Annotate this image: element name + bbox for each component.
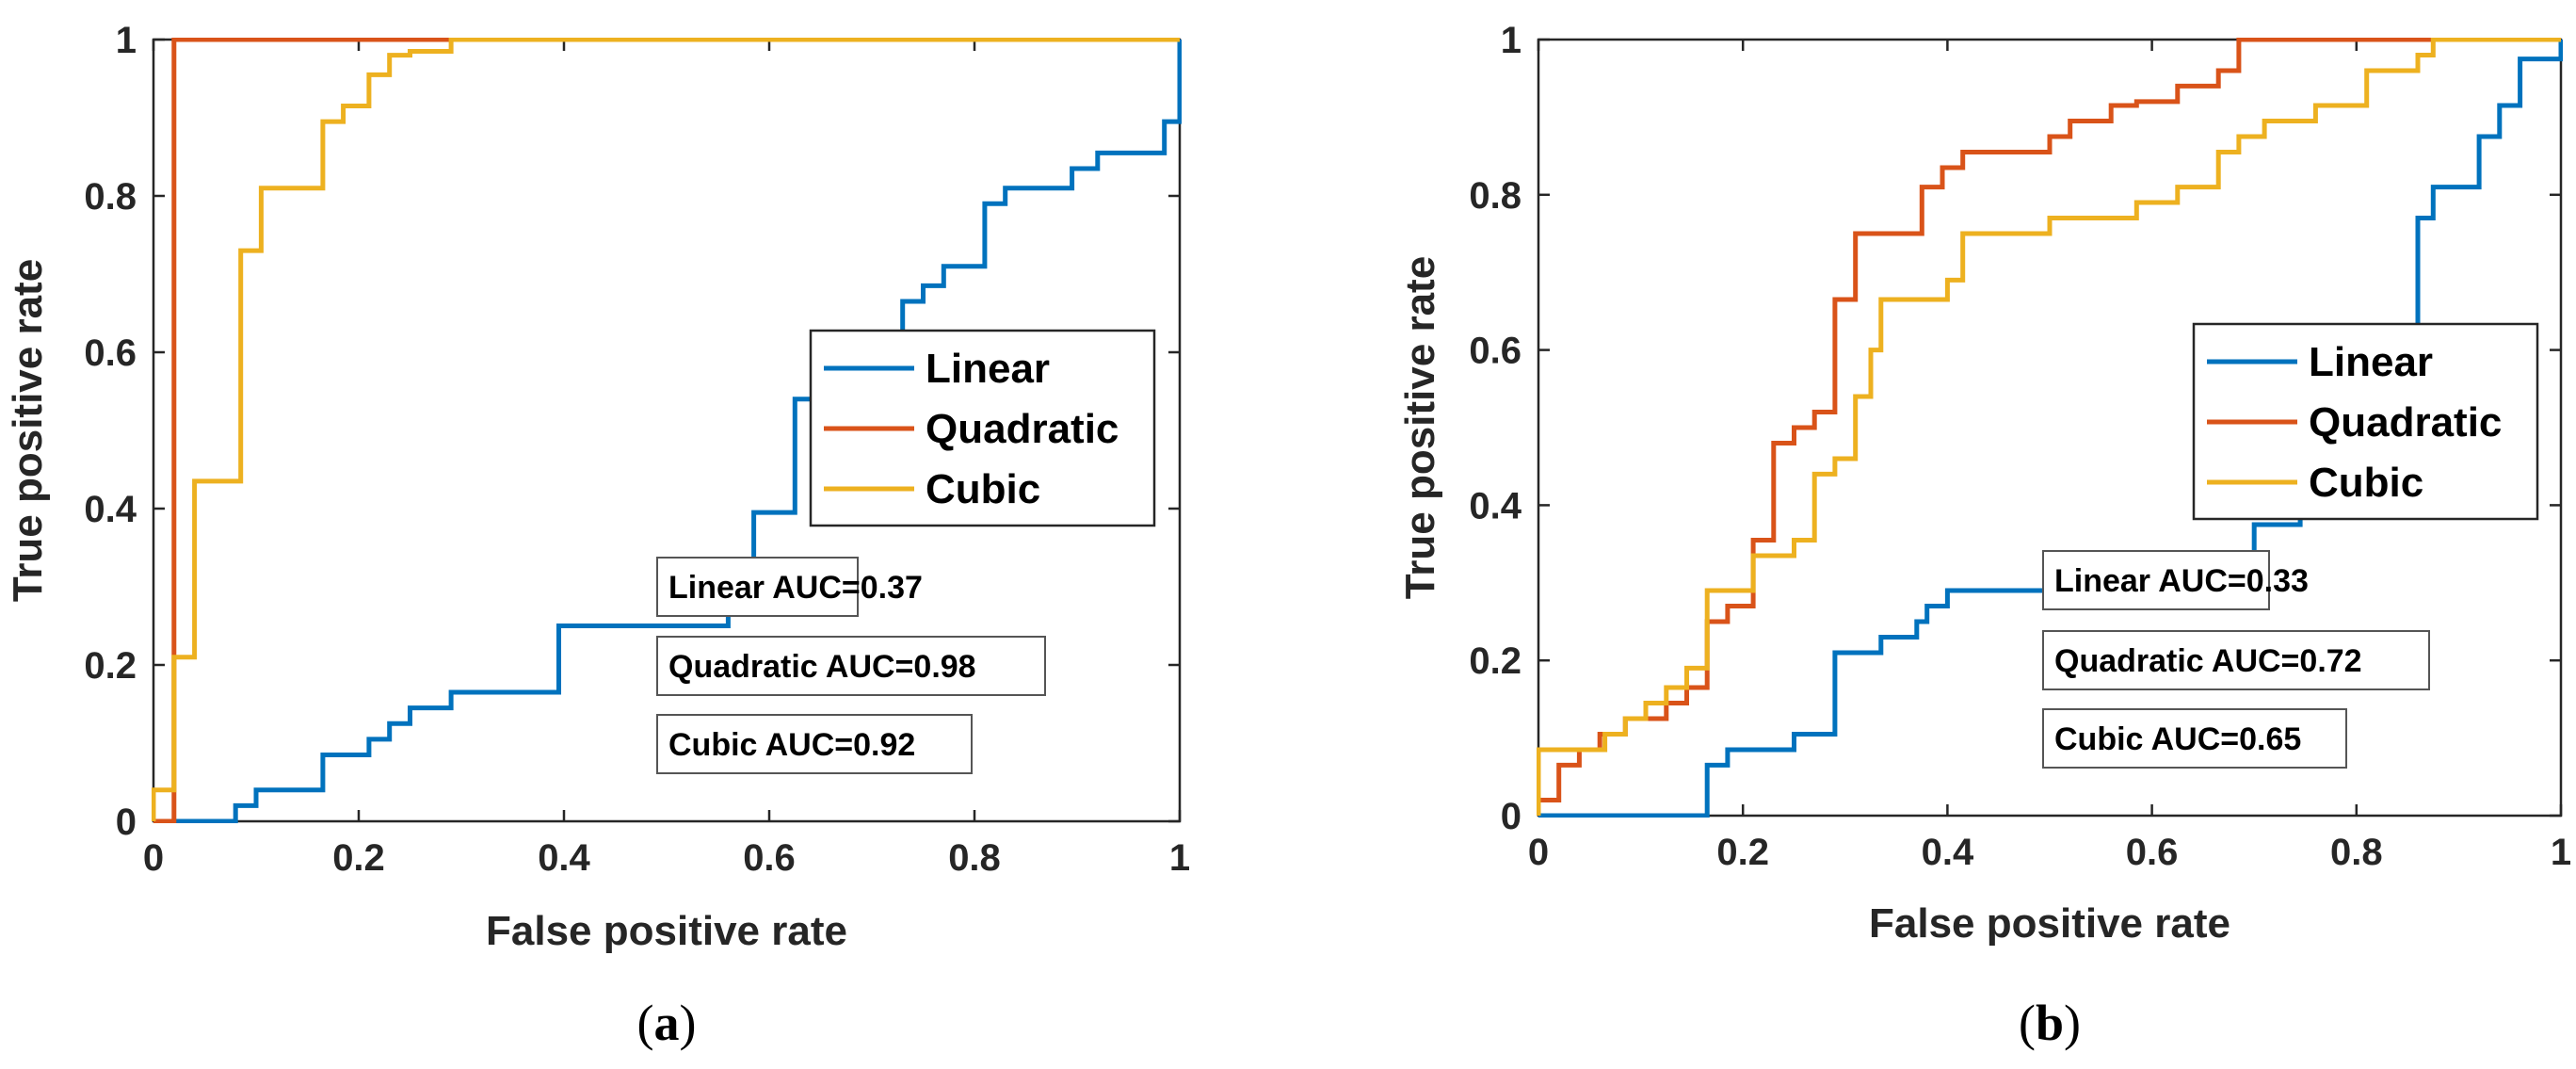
roc-line-cubic <box>1537 38 2561 816</box>
auc-label: Quadratic AUC=0.98 <box>668 649 976 685</box>
auc-box <box>2042 550 2270 610</box>
y-tick-label: 1 <box>116 20 137 61</box>
x-tick-label: 0.8 <box>948 837 1001 879</box>
auc-label: Linear AUC=0.33 <box>2054 563 2309 599</box>
roc-line-cubic <box>152 38 1180 821</box>
y-tick-label: 0.2 <box>1469 640 1521 682</box>
y-tick-label: 0.8 <box>84 176 137 218</box>
legend-label: Cubic <box>926 466 1040 512</box>
auc-label: Cubic AUC=0.65 <box>2054 721 2301 757</box>
y-tick-label: 0.4 <box>84 489 137 530</box>
y-tick-label: 1 <box>1501 20 1521 61</box>
y-tick-label: 0.6 <box>1469 331 1521 372</box>
auc-label: Quadratic AUC=0.72 <box>2054 643 2362 679</box>
auc-box <box>656 557 859 617</box>
x-tick-label: 0 <box>143 837 164 879</box>
legend-label: Quadratic <box>2309 399 2502 445</box>
y-tick-label: 0 <box>1501 796 1521 837</box>
chart-panel-a: 0 0.2 0.4 0.6 0.8 1 0 0.2 0.4 0.6 0.8 1 False positi… <box>5 20 1190 1051</box>
x-tick-label: 0.4 <box>538 837 590 879</box>
auc-label: Cubic AUC=0.92 <box>668 727 915 763</box>
x-tick-label: 0.4 <box>1922 832 1974 873</box>
x-tick-label: 1 <box>2551 832 2571 873</box>
x-axis-title: False positive rate <box>1869 900 2230 947</box>
legend-label: Quadratic <box>926 406 1119 452</box>
x-tick-label: 0.6 <box>743 837 796 879</box>
y-tick-label: 0.8 <box>1469 175 1521 217</box>
panel-label: (b) <box>2019 995 2081 1051</box>
y-axis-title: True positive rate <box>5 259 51 602</box>
auc-label: Linear AUC=0.37 <box>668 570 923 606</box>
y-tick-label: 0.2 <box>84 645 137 687</box>
x-tick-label: 0.2 <box>1716 832 1769 873</box>
auc-box <box>656 714 973 774</box>
x-axis-title: False positive rate <box>486 908 847 954</box>
y-tick-label: 0.6 <box>84 332 137 374</box>
y-tick-label: 0.4 <box>1469 485 1521 526</box>
x-tick-label: 0.2 <box>332 837 385 879</box>
x-tick-label: 1 <box>1169 837 1190 879</box>
y-axis-title: True positive rate <box>1397 256 1443 599</box>
legend-label: Linear <box>926 346 1050 392</box>
auc-box <box>2042 708 2347 769</box>
legend-label: Cubic <box>2309 460 2423 506</box>
x-tick-label: 0.8 <box>2330 832 2383 873</box>
x-tick-label: 0 <box>1528 832 1549 873</box>
chart-panel-b: 0 0.2 0.4 0.6 0.8 1 0 0.2 0.4 0.6 0.8 1 False positi… <box>1397 20 2571 1051</box>
auc-box <box>656 636 1046 696</box>
y-tick-label: 0 <box>116 802 137 843</box>
roc-line-linear <box>173 40 1182 823</box>
auc-box <box>2042 630 2430 690</box>
x-tick-label: 0.6 <box>2126 832 2179 873</box>
panel-label: (a) <box>637 995 697 1051</box>
legend-label: Linear <box>2309 339 2433 385</box>
